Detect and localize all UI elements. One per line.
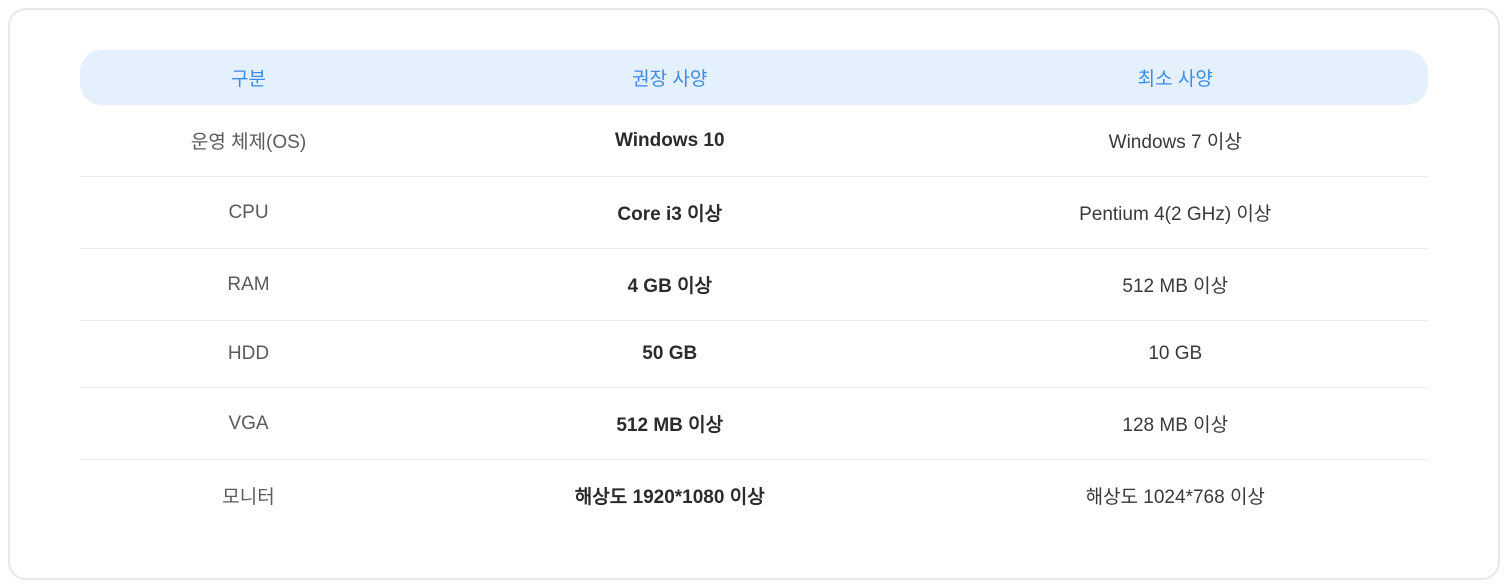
cell-recommended: 해상도 1920*1080 이상 [417,460,923,532]
table-row: 운영 체제(OS) Windows 10 Windows 7 이상 [80,105,1428,177]
cell-category: CPU [80,177,417,249]
table-row: CPU Core i3 이상 Pentium 4(2 GHz) 이상 [80,177,1428,249]
cell-minimum: 10 GB [923,321,1429,388]
cell-recommended: Windows 10 [417,105,923,177]
cell-category: 운영 체제(OS) [80,105,417,177]
cell-recommended: 4 GB 이상 [417,249,923,321]
specs-card: 구분 권장 사양 최소 사양 운영 체제(OS) Windows 10 Wind… [8,8,1500,580]
specs-table: 구분 권장 사양 최소 사양 운영 체제(OS) Windows 10 Wind… [80,50,1428,531]
cell-category: 모니터 [80,460,417,532]
header-recommended: 권장 사양 [417,50,923,105]
cell-minimum: 128 MB 이상 [923,388,1429,460]
cell-recommended: Core i3 이상 [417,177,923,249]
header-minimum: 최소 사양 [923,50,1429,105]
cell-category: HDD [80,321,417,388]
cell-minimum: 해상도 1024*768 이상 [923,460,1429,532]
cell-recommended: 512 MB 이상 [417,388,923,460]
cell-minimum: Pentium 4(2 GHz) 이상 [923,177,1429,249]
table-row: RAM 4 GB 이상 512 MB 이상 [80,249,1428,321]
cell-recommended: 50 GB [417,321,923,388]
table-row: VGA 512 MB 이상 128 MB 이상 [80,388,1428,460]
cell-category: RAM [80,249,417,321]
cell-minimum: 512 MB 이상 [923,249,1429,321]
cell-category: VGA [80,388,417,460]
table-header-row: 구분 권장 사양 최소 사양 [80,50,1428,105]
table-row: HDD 50 GB 10 GB [80,321,1428,388]
header-category: 구분 [80,50,417,105]
cell-minimum: Windows 7 이상 [923,105,1429,177]
table-row: 모니터 해상도 1920*1080 이상 해상도 1024*768 이상 [80,460,1428,532]
